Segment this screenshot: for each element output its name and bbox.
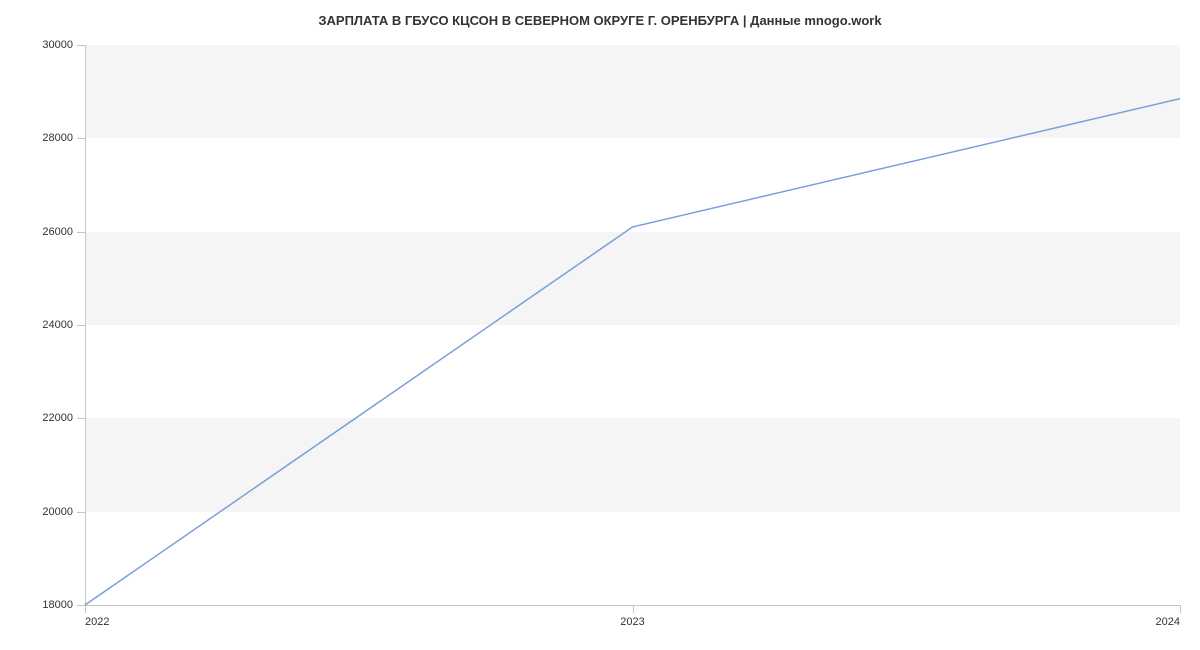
y-tick-label: 24000 — [13, 319, 73, 331]
x-tick-mark — [1180, 605, 1181, 613]
x-tick-label: 2023 — [620, 616, 644, 628]
y-tick-label: 28000 — [13, 132, 73, 144]
y-tick-label: 18000 — [13, 599, 73, 611]
plot-area: 1800020000220002400026000280003000020222… — [85, 45, 1180, 605]
series-salary — [85, 99, 1180, 605]
y-tick-mark — [77, 45, 85, 46]
line-layer — [85, 45, 1180, 605]
y-tick-mark — [77, 418, 85, 419]
y-tick-mark — [77, 512, 85, 513]
y-tick-label: 20000 — [13, 506, 73, 518]
salary-line-chart: ЗАРПЛАТА В ГБУСО КЦСОН В СЕВЕРНОМ ОКРУГЕ… — [0, 0, 1200, 650]
x-tick-label: 2022 — [85, 616, 109, 628]
x-tick-mark — [85, 605, 86, 613]
x-tick-mark — [633, 605, 634, 613]
y-tick-mark — [77, 325, 85, 326]
y-tick-mark — [77, 232, 85, 233]
y-tick-label: 26000 — [13, 226, 73, 238]
y-tick-mark — [77, 605, 85, 606]
y-tick-mark — [77, 138, 85, 139]
y-tick-label: 22000 — [13, 412, 73, 424]
y-tick-label: 30000 — [13, 39, 73, 51]
x-tick-label: 2024 — [1156, 616, 1180, 628]
chart-title: ЗАРПЛАТА В ГБУСО КЦСОН В СЕВЕРНОМ ОКРУГЕ… — [0, 13, 1200, 28]
